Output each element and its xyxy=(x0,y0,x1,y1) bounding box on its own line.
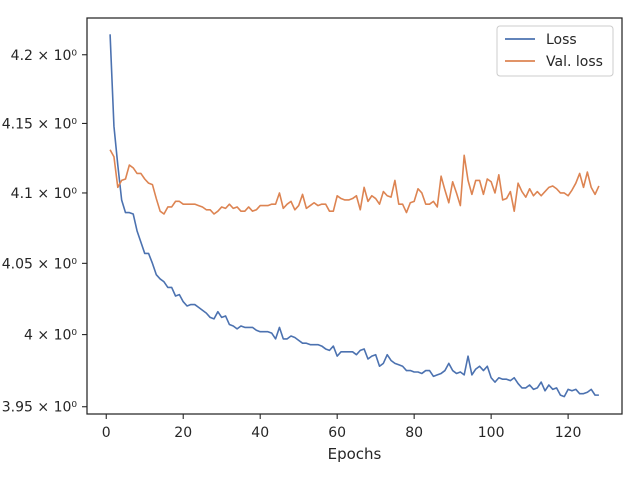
series-layer xyxy=(109,34,600,398)
x-tick-label: 40 xyxy=(251,425,269,441)
y-tick-label: 3.95 × 10⁰ xyxy=(2,400,78,416)
y-tick-label: 4 × 10⁰ xyxy=(24,328,77,344)
legend: Loss Val. loss xyxy=(496,25,614,77)
legend-label-val-loss: Val. loss xyxy=(546,54,603,70)
y-tick-label: 4.2 × 10⁰ xyxy=(11,48,78,64)
x-tick-label: 100 xyxy=(478,425,505,441)
x-tick-label: 120 xyxy=(555,425,582,441)
plot-frame xyxy=(86,17,623,415)
series-line-val-loss xyxy=(109,149,600,215)
y-tick-label: 4.15 × 10⁰ xyxy=(2,116,78,132)
x-tick-label: 60 xyxy=(328,425,346,441)
x-tick-label: 80 xyxy=(405,425,423,441)
x-tick-label: 0 xyxy=(102,425,111,441)
series-line-loss xyxy=(109,34,599,398)
y-tick-label: 4.05 × 10⁰ xyxy=(2,256,78,272)
tick-layer: 0 20 40 60 80 100 120 3.95 × 10⁰ 4 × 10⁰ 4.05 × 1… xyxy=(2,48,582,441)
x-axis-label: Epochs xyxy=(328,445,382,463)
x-tick-label: 20 xyxy=(174,425,192,441)
legend-label-loss: Loss xyxy=(546,32,577,48)
y-tick-label: 4.1 × 10⁰ xyxy=(11,186,78,202)
